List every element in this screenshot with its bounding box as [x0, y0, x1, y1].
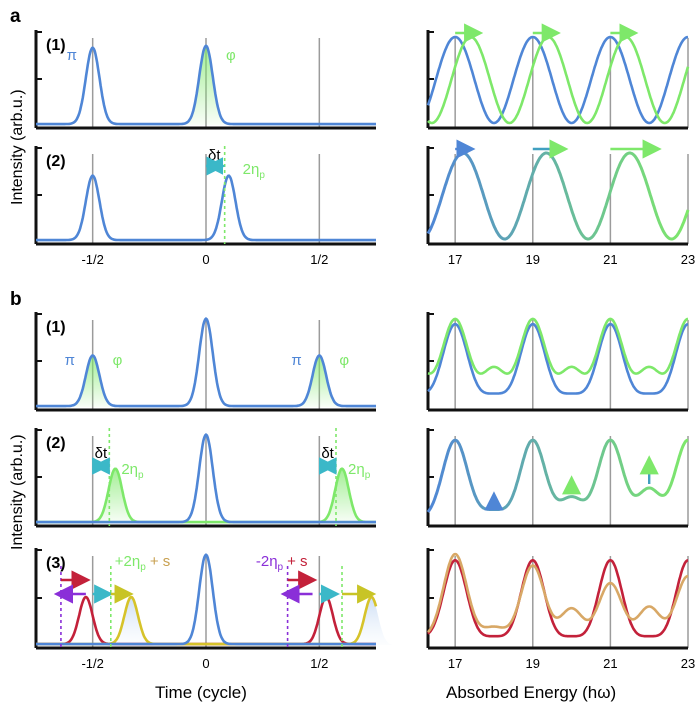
row-label: (1): [46, 37, 66, 54]
delta-t-label: δt: [95, 445, 108, 462]
pulse-line-blue: [36, 433, 376, 524]
series-blue: [426, 35, 689, 125]
x-tick-label: 19: [526, 252, 540, 267]
peak-fill: [321, 469, 363, 523]
eta-label: 2ηp: [121, 461, 144, 481]
peak-fill: [72, 356, 114, 407]
time-panel-b3-time: -1/2 0 1/2 (3) +2ηp + s -2ηp + s: [34, 548, 392, 671]
delta-t-label: δt: [208, 147, 221, 164]
delta-t-label: δt: [321, 445, 334, 462]
pulse-line-blue: [36, 174, 376, 242]
y-axis-label-a: Intensity (arb.u.): [9, 89, 26, 205]
x-axis-label-energy: Absorbed Energy (hω): [446, 683, 616, 702]
panel-a-label: a: [10, 6, 21, 27]
pulse-line-blue: [36, 317, 376, 408]
pi-label: π: [291, 352, 301, 369]
eta-label: 2ηp: [348, 461, 371, 481]
eta-label: 2ηp: [243, 161, 266, 181]
x-tick-label: 21: [603, 252, 617, 267]
energy-panel-a2-energy: 17 19 21 23: [426, 139, 695, 267]
x-tick-label: 23: [681, 656, 695, 671]
x-axis-label-time: Time (cycle): [155, 683, 247, 702]
row-label: (2): [46, 435, 66, 452]
phi-label: φ: [226, 47, 236, 64]
x-tick-label: 0: [202, 252, 209, 267]
x-tick-label: 0: [202, 656, 209, 671]
series-teal: [426, 438, 689, 513]
pulse-line-blue: [36, 44, 376, 126]
pi-label: π: [65, 352, 75, 369]
phi-label: φ: [113, 352, 123, 369]
row-label: (1): [46, 319, 66, 336]
series-green: [427, 35, 690, 125]
x-tick-label: 17: [448, 656, 462, 671]
series-red: [427, 559, 689, 638]
plus-eta-label: +2ηp + s: [115, 553, 170, 573]
series-orange: [427, 552, 689, 634]
y-axis-label-b: Intensity (arb.u.): [9, 434, 26, 550]
x-tick-label: 23: [681, 252, 695, 267]
peak-fill: [298, 356, 340, 407]
energy-panel-b2-energy: [426, 428, 689, 528]
x-tick-label: 1/2: [310, 656, 328, 671]
time-panel-b1-time: (1) π φ π φ: [34, 312, 376, 412]
energy-panel-b3-energy: 17 19 21 23: [426, 548, 695, 671]
phi-label: φ: [339, 352, 349, 369]
series-blue: [427, 322, 689, 395]
x-tick-label: 17: [448, 252, 462, 267]
x-tick-label: -1/2: [81, 252, 103, 267]
row-label: (2): [46, 153, 66, 170]
x-tick-label: -1/2: [81, 656, 103, 671]
series-teal: [426, 151, 690, 241]
x-tick-label: 19: [526, 656, 540, 671]
peak-fill: [110, 598, 152, 645]
time-panel-a1-time: (1)π φ: [34, 30, 376, 130]
row-label: (3): [46, 555, 66, 572]
pulse-line-blue: [36, 553, 376, 646]
x-tick-label: 1/2: [310, 252, 328, 267]
energy-panel-a1-energy: [426, 23, 690, 130]
x-tick-label: 21: [603, 656, 617, 671]
minus-eta-label: -2ηp + s: [256, 553, 308, 573]
peak-fill: [351, 598, 392, 645]
series-green: [427, 317, 689, 375]
time-panel-b2-time: (2) δt 2ηp δt 2ηp: [34, 428, 376, 528]
energy-panel-b1-energy: [426, 312, 689, 412]
pi-label: π: [67, 47, 77, 64]
panel-b-label: b: [10, 289, 22, 310]
peak-fill: [94, 469, 136, 523]
time-panel-a2-time: -1/2 0 1/2 (2) δt 2ηp: [34, 146, 376, 267]
